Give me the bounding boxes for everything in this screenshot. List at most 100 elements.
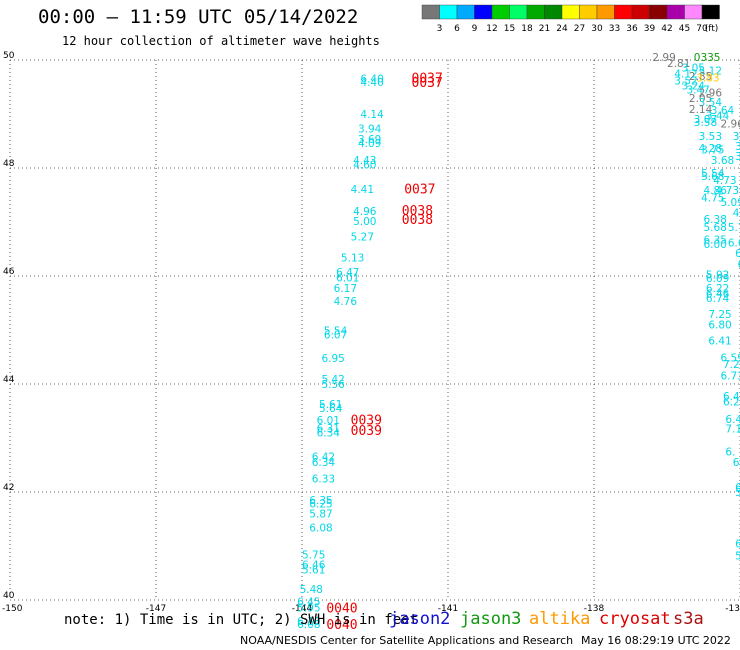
swh-value: 4.40 <box>360 77 383 89</box>
swh-value: 3. <box>735 151 740 163</box>
legend-s3a: s3a <box>673 609 704 629</box>
y-tick-label: 50 <box>3 51 15 61</box>
x-tick-label: -138 <box>584 604 605 614</box>
swh-value: 3.47 <box>686 84 709 96</box>
colorbar-swatch <box>666 4 685 20</box>
swh-value: 6.41 <box>708 336 731 348</box>
swh-value: 5.64 <box>319 403 343 415</box>
swh-value: 5.42 <box>321 374 344 386</box>
colorbar-swatch <box>456 4 475 20</box>
colorbar-swatch <box>614 4 633 20</box>
swh-value: 6.00 <box>704 239 727 251</box>
swh-value: 3.75 <box>701 144 724 156</box>
swh-value: 3.47 <box>733 131 740 143</box>
swh-value: 4.09 <box>358 138 381 150</box>
swh-value: 5.61 <box>302 565 325 577</box>
swh-value: 4.65 <box>733 208 740 220</box>
swh-value: 6.42 <box>312 452 335 464</box>
swh-value: 4.73 <box>713 175 736 187</box>
x-tick-label: -141 <box>438 604 458 614</box>
swh-value: 6.34 <box>317 427 341 439</box>
colorbar-swatch <box>526 4 545 20</box>
swh-value: 5.12 <box>699 66 722 78</box>
swh-value: 6.45 <box>297 596 320 608</box>
colorbar-unit: (ft) <box>705 24 719 34</box>
colorbar-swatch <box>421 4 440 20</box>
pass-time: 0037 <box>412 72 443 87</box>
y-tick-label: 42 <box>3 483 14 493</box>
colorbar-swatch <box>439 4 458 20</box>
y-tick-label: 48 <box>3 159 15 169</box>
colorbar-label: 6 <box>454 24 460 34</box>
colorbar-swatch <box>491 4 510 20</box>
swh-value: 5.48 <box>300 584 323 596</box>
colorbar-label: 27 <box>574 24 585 34</box>
swh-value: 6.65 <box>728 237 740 249</box>
swh-value: 3.53 <box>699 131 722 143</box>
swh-value: 6.35 <box>704 235 727 247</box>
legend-altika: altika <box>529 609 591 629</box>
pass-time: 0037 <box>412 76 443 91</box>
swh-value: 3.54 <box>699 97 723 109</box>
swh-value: 0335 <box>694 52 721 64</box>
swh-value: 3.52 <box>674 75 697 87</box>
y-tick-label: 46 <box>3 267 15 277</box>
footer-note: note: 1) Time is in UTC; 2) SWH is in fe… <box>64 612 419 628</box>
swh-value: 2.81 <box>667 58 690 70</box>
swh-value: 6.38 <box>704 214 727 226</box>
swh-value: 6.22 <box>706 283 729 295</box>
colorbar-swatch <box>649 4 668 20</box>
swh-value: 5.54 <box>701 168 725 180</box>
colorbar-label: 9 <box>472 24 478 34</box>
swh-value: 5.00 <box>353 216 376 228</box>
colorbar-label: 39 <box>644 24 656 34</box>
swh-value: 6.09 <box>706 273 729 285</box>
swh-value: 2.99 <box>652 52 675 64</box>
swh-value: 6.47 <box>336 267 359 279</box>
swh-value: 6.17 <box>334 283 357 295</box>
swh-value: 6.07 <box>324 330 347 342</box>
swh-value: 3.58 <box>694 117 717 129</box>
pass-time: 0040 <box>326 618 357 633</box>
colorbar-swatch <box>596 4 615 20</box>
swh-value: 5.92 <box>706 270 729 282</box>
credit-text: NOAA/NESDIS Center for Satellite Applica… <box>240 634 574 647</box>
swh-value: 2.96 <box>721 119 740 131</box>
colorbar-swatch <box>509 4 528 20</box>
swh-value: 6.34 <box>312 457 336 469</box>
swh-value: 5. <box>735 487 740 499</box>
swh-value: 6. <box>738 259 740 271</box>
swh-value: 3.6 <box>735 141 740 153</box>
colorbar-label: 70 <box>696 24 708 34</box>
swh-value: 2.05 <box>689 93 712 105</box>
swh-value: 4.43 <box>353 155 376 167</box>
colorbar-label: 33 <box>609 24 620 34</box>
swh-value: 3.07 <box>694 114 717 126</box>
legend-jason3: jason3 <box>460 609 522 629</box>
swh-value: 6. <box>735 482 740 494</box>
swh-value: 6.10 <box>297 616 320 628</box>
swh-value: 6.46 <box>302 560 326 572</box>
swh-value: 4.75 <box>701 192 724 204</box>
swh-value: 6. <box>733 457 740 469</box>
colorbar-label: 30 <box>591 24 603 34</box>
colorbar-label: 15 <box>504 24 515 34</box>
swh-value: 6.25 <box>309 499 332 511</box>
chart-grid <box>9 59 740 601</box>
colorbar-swatch <box>544 4 563 20</box>
swh-value: 4.12 <box>674 68 697 80</box>
legend-cryosat: cryosat <box>599 609 671 629</box>
page-subtitle: 12 hour collection of altimeter wave hei… <box>62 34 380 48</box>
swh-value: 4.41 <box>351 184 374 196</box>
swh-value: 5.54 <box>324 325 348 337</box>
swh-value: 6.74 <box>706 293 730 305</box>
swh-value: 4.86 <box>704 185 728 197</box>
swh-value: 3.83 <box>696 73 719 85</box>
swh-value: 3.68 <box>711 155 734 167</box>
pass-time: 0038 <box>402 204 433 219</box>
colorbar-swatch <box>474 4 493 20</box>
swh-value: 6.01 <box>317 415 340 427</box>
swh-value: 2.14 <box>689 104 713 116</box>
